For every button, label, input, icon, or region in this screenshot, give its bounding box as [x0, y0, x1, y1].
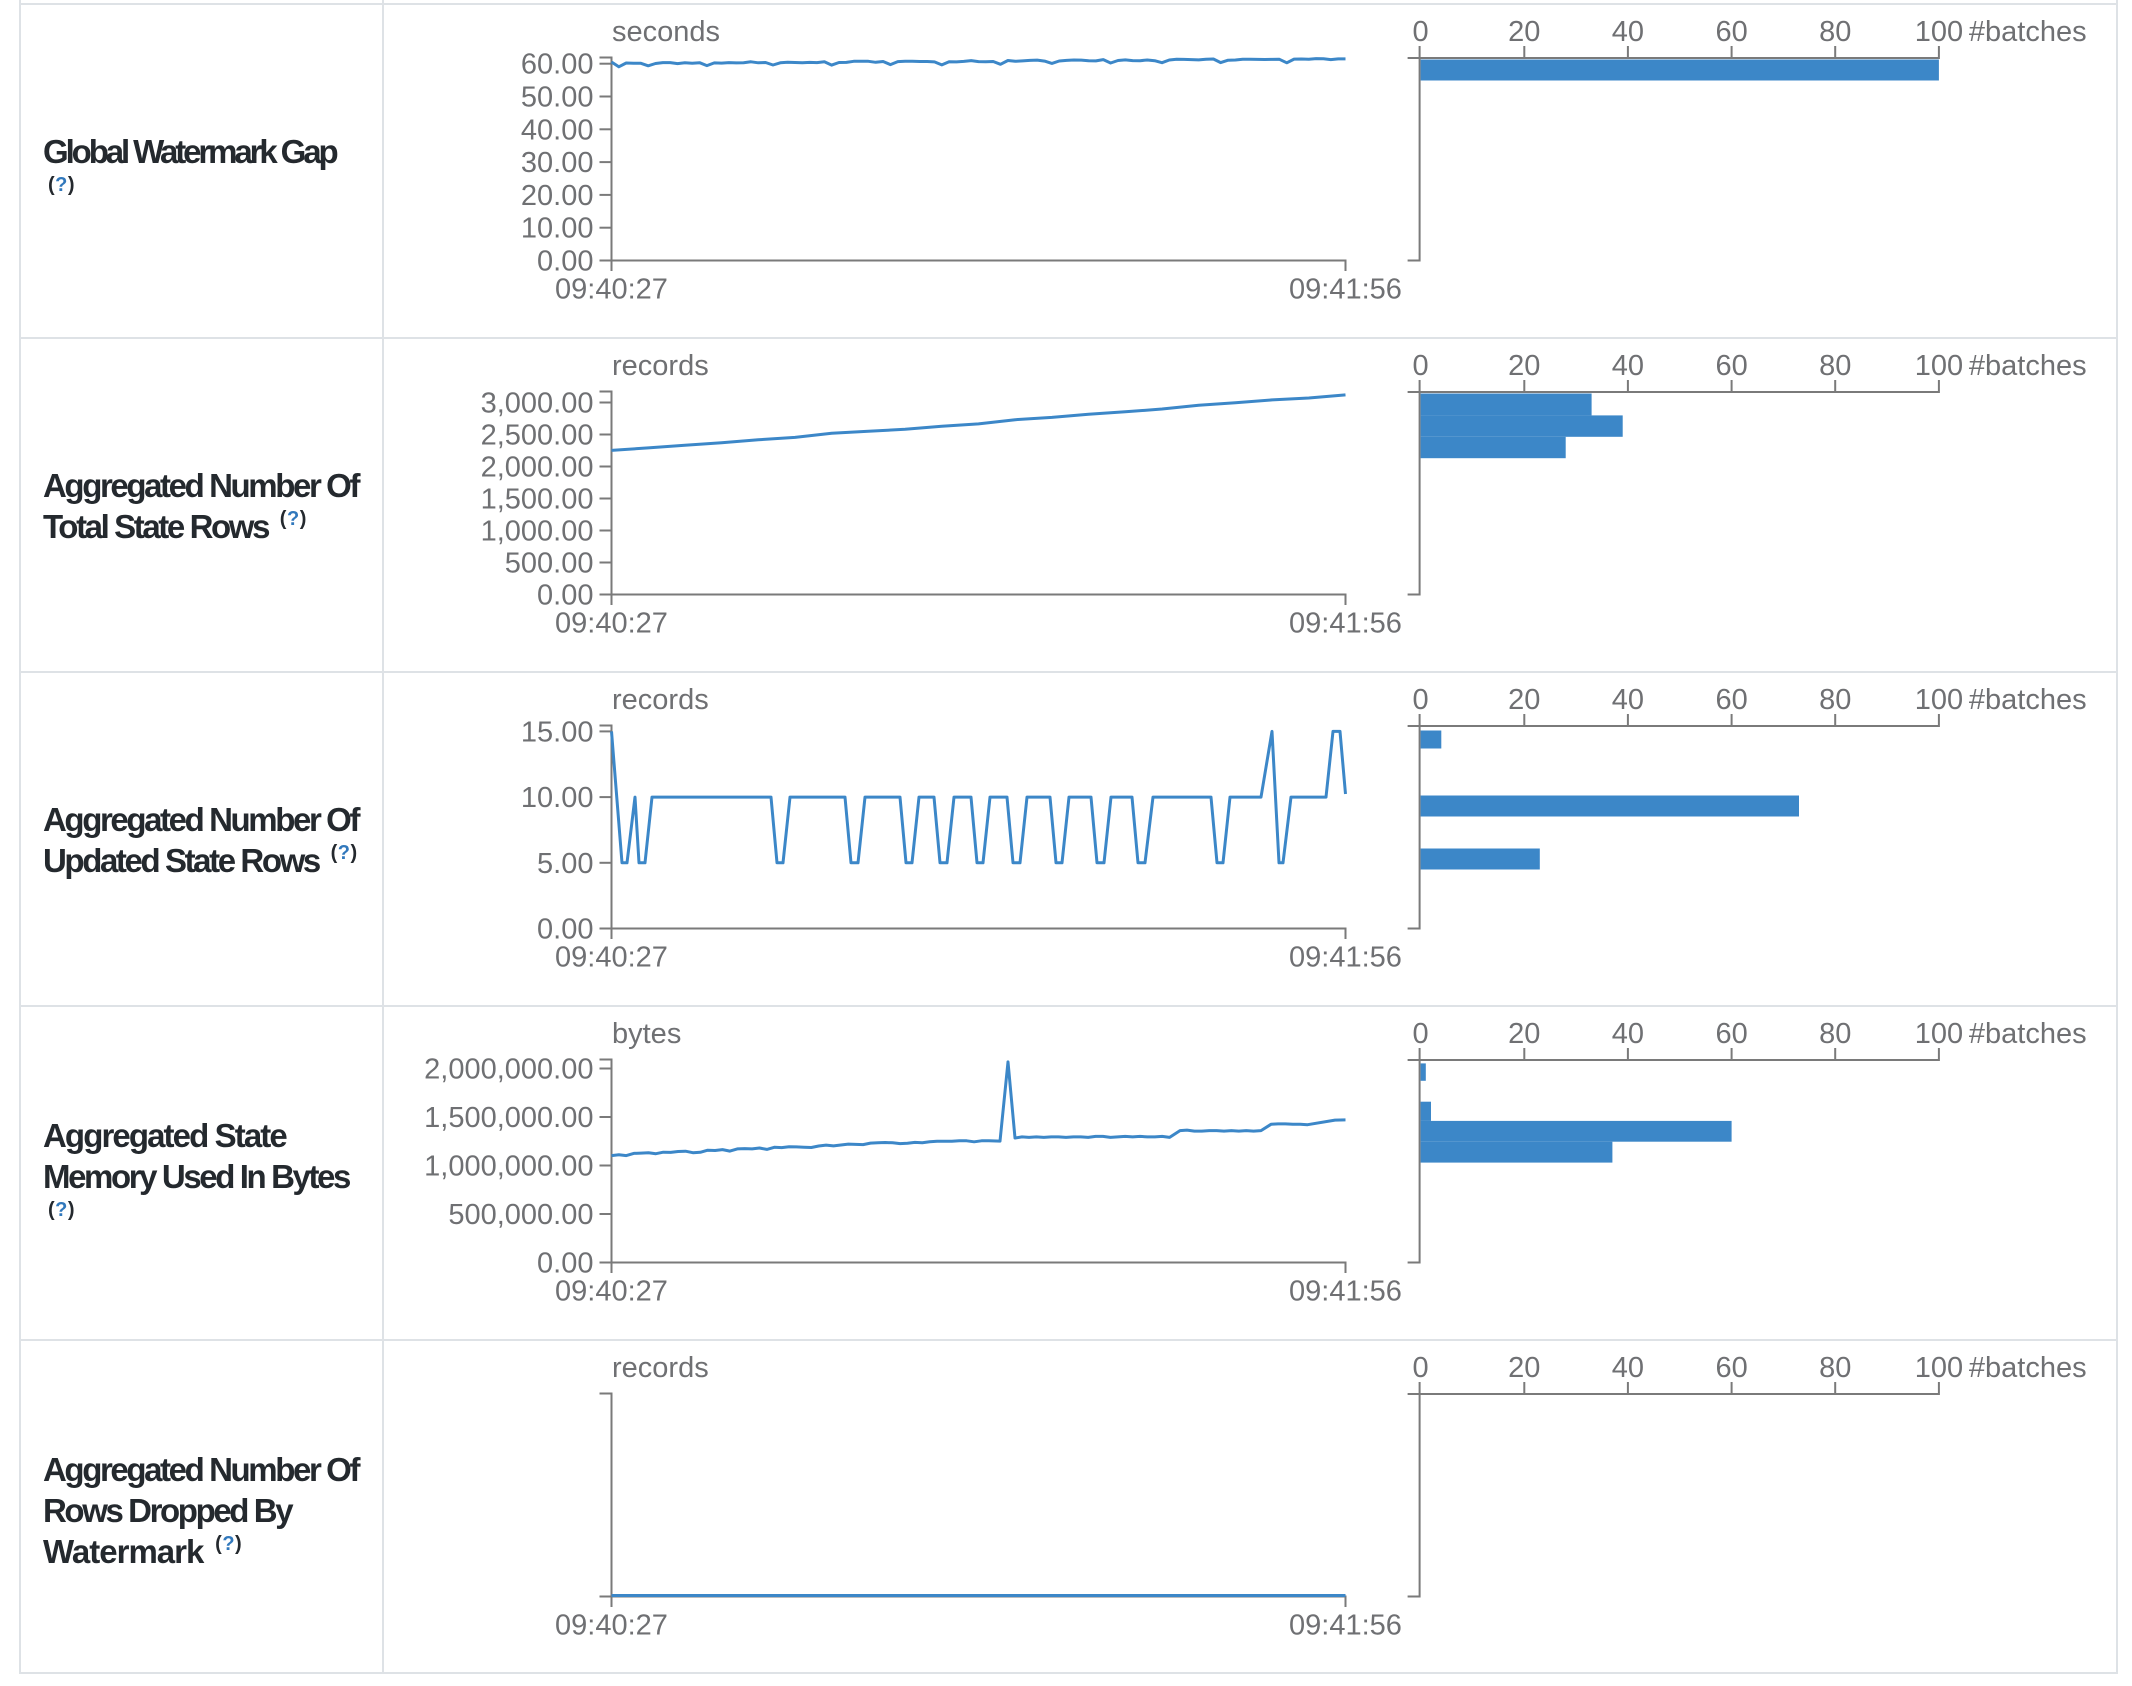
svg-text:50.00: 50.00	[521, 82, 594, 114]
svg-text:100: 100	[1915, 684, 1963, 716]
svg-text:100: 100	[1915, 16, 1963, 48]
svg-text:#batches: #batches	[1969, 16, 2087, 48]
svg-text:60: 60	[1715, 350, 1747, 382]
svg-text:09:41:56: 09:41:56	[1289, 1276, 1402, 1308]
svg-text:0: 0	[1413, 350, 1429, 382]
svg-text:09:40:27: 09:40:27	[555, 1276, 668, 1308]
svg-text:20: 20	[1508, 1018, 1540, 1050]
svg-text:09:40:27: 09:40:27	[555, 274, 668, 306]
svg-text:09:40:27: 09:40:27	[555, 1610, 668, 1642]
svg-text:30.00: 30.00	[521, 147, 594, 179]
svg-text:1,000.00: 1,000.00	[481, 516, 594, 548]
svg-text:1,500,000.00: 1,500,000.00	[424, 1102, 593, 1134]
svg-text:60: 60	[1715, 1352, 1747, 1384]
svg-text:2,000,000.00: 2,000,000.00	[424, 1054, 593, 1086]
svg-text:40: 40	[1612, 350, 1644, 382]
svg-text:#batches: #batches	[1969, 350, 2087, 382]
svg-text:40: 40	[1612, 16, 1644, 48]
svg-text:10.00: 10.00	[521, 213, 594, 245]
svg-text:09:40:27: 09:40:27	[555, 942, 668, 974]
svg-text:0.00: 0.00	[537, 580, 593, 612]
svg-text:0: 0	[1413, 16, 1429, 48]
svg-text:09:41:56: 09:41:56	[1289, 274, 1402, 306]
svg-text:#batches: #batches	[1969, 1352, 2087, 1384]
svg-text:20: 20	[1508, 16, 1540, 48]
svg-text:records: records	[612, 350, 709, 382]
svg-text:#batches: #batches	[1969, 1018, 2087, 1050]
svg-text:60: 60	[1715, 16, 1747, 48]
svg-text:100: 100	[1915, 1018, 1963, 1050]
svg-text:60: 60	[1715, 684, 1747, 716]
svg-text:20: 20	[1508, 684, 1540, 716]
svg-text:80: 80	[1819, 350, 1851, 382]
svg-text:100: 100	[1915, 350, 1963, 382]
svg-text:seconds: seconds	[612, 16, 720, 48]
svg-text:10.00: 10.00	[521, 782, 594, 814]
svg-text:3,000.00: 3,000.00	[481, 388, 594, 420]
svg-text:0: 0	[1413, 684, 1429, 716]
svg-text:80: 80	[1819, 684, 1851, 716]
svg-text:5.00: 5.00	[537, 848, 593, 880]
svg-text:0.00: 0.00	[537, 914, 593, 946]
svg-text:500.00: 500.00	[505, 548, 594, 580]
svg-text:2,000.00: 2,000.00	[481, 452, 594, 484]
svg-text:20: 20	[1508, 350, 1540, 382]
svg-text:0.00: 0.00	[537, 1248, 593, 1280]
svg-text:40: 40	[1612, 1352, 1644, 1384]
svg-text:09:41:56: 09:41:56	[1289, 1610, 1402, 1642]
svg-text:2,500.00: 2,500.00	[481, 420, 594, 452]
svg-text:20: 20	[1508, 1352, 1540, 1384]
svg-text:0: 0	[1413, 1352, 1429, 1384]
svg-text:80: 80	[1819, 1352, 1851, 1384]
svg-text:40: 40	[1612, 1018, 1644, 1050]
svg-text:60.00: 60.00	[521, 49, 594, 81]
svg-text:0: 0	[1413, 1018, 1429, 1050]
svg-text:bytes: bytes	[612, 1018, 681, 1050]
svg-text:09:41:56: 09:41:56	[1289, 942, 1402, 974]
svg-text:60: 60	[1715, 1018, 1747, 1050]
svg-text:#batches: #batches	[1969, 684, 2087, 716]
svg-text:20.00: 20.00	[521, 180, 594, 212]
svg-text:1,000,000.00: 1,000,000.00	[424, 1151, 593, 1183]
svg-text:09:41:56: 09:41:56	[1289, 608, 1402, 640]
svg-text:1,500.00: 1,500.00	[481, 484, 594, 516]
svg-text:records: records	[612, 1352, 709, 1384]
svg-text:0.00: 0.00	[537, 246, 593, 278]
svg-text:40.00: 40.00	[521, 114, 594, 146]
svg-text:80: 80	[1819, 1018, 1851, 1050]
svg-text:15.00: 15.00	[521, 716, 594, 748]
svg-text:500,000.00: 500,000.00	[448, 1199, 593, 1231]
svg-text:records: records	[612, 684, 709, 716]
svg-text:100: 100	[1915, 1352, 1963, 1384]
svg-text:40: 40	[1612, 684, 1644, 716]
svg-text:80: 80	[1819, 16, 1851, 48]
svg-text:09:40:27: 09:40:27	[555, 608, 668, 640]
